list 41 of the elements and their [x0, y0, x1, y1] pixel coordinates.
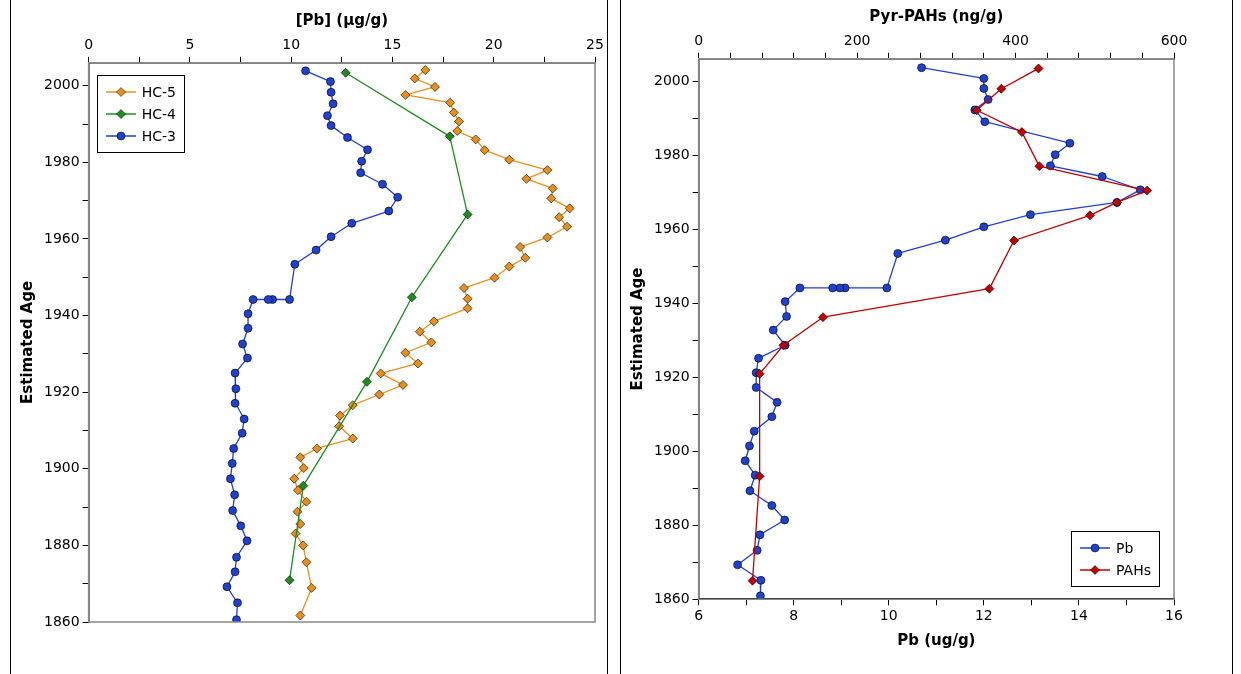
x-tick-label: 20 — [484, 36, 503, 53]
legend-label: HC-5 — [141, 82, 176, 102]
x-tick-label: 16 — [1165, 607, 1183, 624]
x-axis-title: [Pb] (μg/g) — [295, 10, 388, 29]
y-tick-label: 1880 — [43, 536, 80, 553]
legend-label: HC-4 — [141, 104, 176, 124]
y-axis-title: Estimated Age — [17, 280, 36, 404]
y-tick-label: 1900 — [653, 441, 690, 458]
y-tick-label: 1860 — [43, 612, 80, 629]
x-tick-label: 6 — [694, 607, 704, 624]
x-tick-label: 15 — [383, 36, 402, 53]
x2-tick-label: 600 — [1160, 32, 1188, 49]
x-tick-label: 14 — [1070, 607, 1088, 624]
x2-tick-label: 400 — [1002, 32, 1029, 49]
x-tick-label: 10 — [282, 36, 301, 53]
y-tick-label: 1960 — [653, 219, 690, 236]
y-tick-label: 2000 — [653, 71, 690, 88]
x-tick-label: 10 — [879, 607, 898, 624]
x-tick-label: 0 — [84, 36, 94, 53]
y-tick-label: 1920 — [653, 367, 690, 384]
y-tick-label: 1960 — [43, 229, 80, 246]
y-tick-label: 2000 — [43, 76, 80, 93]
y-tick-label: 1900 — [43, 459, 80, 476]
y-axis-title: Estimated Age — [627, 267, 646, 391]
x2-tick-label: 200 — [843, 32, 871, 49]
y-tick-label: 1980 — [653, 145, 690, 162]
legend-label: PAHs — [1116, 561, 1151, 581]
legend-label: Pb — [1116, 539, 1134, 559]
y-tick-label: 1940 — [43, 306, 80, 323]
x2-axis-title: Pyr-PAHs (ng/g) — [869, 6, 1004, 25]
x-tick-label: 8 — [789, 607, 799, 624]
x-tick-label: 12 — [974, 607, 993, 624]
y-tick-label: 1880 — [653, 515, 690, 532]
x-tick-label: 5 — [185, 36, 195, 53]
y-tick-label: 1940 — [653, 293, 690, 310]
y-tick-label: 1980 — [43, 153, 80, 170]
x-tick-label: 25 — [586, 36, 604, 53]
y-tick-label: 1860 — [653, 589, 690, 606]
y-tick-label: 1920 — [43, 382, 80, 399]
x-axis-title: Pb (ug/g) — [897, 630, 976, 649]
legend-label: HC-3 — [141, 126, 176, 146]
